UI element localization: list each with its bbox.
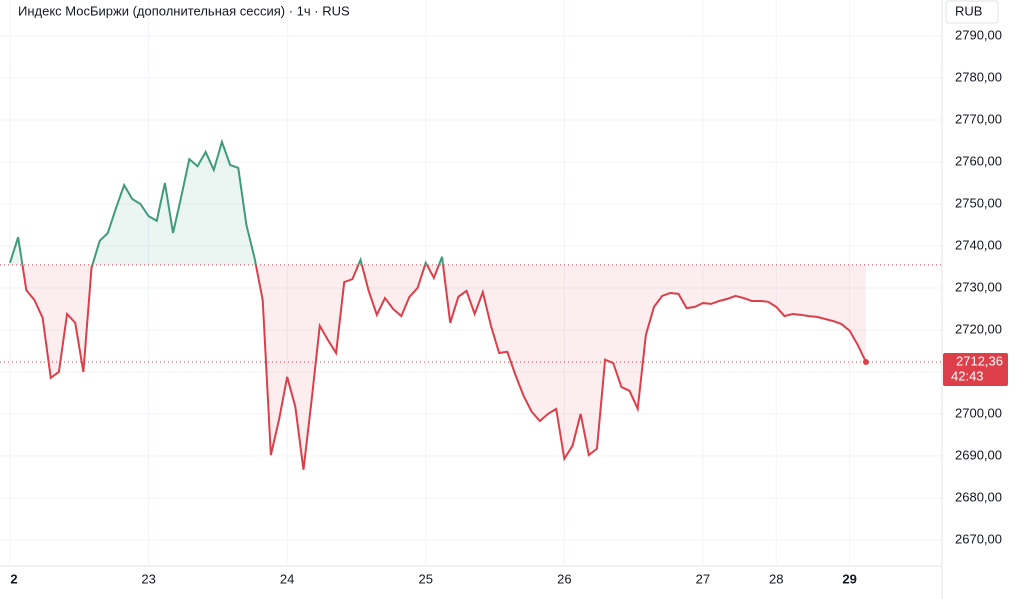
y-tick-label: 2740,00: [955, 237, 1002, 252]
area-down: [10, 264, 866, 470]
line-down: [21, 264, 867, 470]
x-tick-label: 2: [10, 571, 17, 586]
y-tick-label: 2670,00: [955, 531, 1002, 546]
chart-title: Индекс МосБиржи (дополнительная сессия) …: [18, 3, 350, 18]
line-up: [9, 138, 445, 265]
y-tick-label: 2770,00: [955, 111, 1002, 126]
y-tick-label: 2780,00: [955, 70, 1002, 85]
x-tick-label: 23: [141, 571, 155, 586]
last-price-label: 2712,36: [956, 353, 1003, 368]
area-up: [10, 141, 444, 265]
currency[interactable]: RUB: [955, 3, 982, 18]
y-tick-label: 2790,00: [955, 28, 1002, 43]
countdown: 42:43: [951, 368, 984, 383]
x-tick-label: 25: [419, 571, 433, 586]
y-tick-label: 2720,00: [955, 321, 1002, 336]
currency-box[interactable]: [945, 0, 999, 24]
x-tick-label: 27: [696, 571, 710, 586]
y-tick-label: 2730,00: [955, 279, 1002, 294]
x-tick-label: 24: [280, 571, 294, 586]
y-tick-label: 2690,00: [955, 447, 1002, 462]
x-tick-label: 29: [842, 571, 856, 586]
last-price-box: [943, 353, 1008, 387]
y-tick-label: 2680,00: [955, 489, 1002, 504]
last-point: [862, 359, 869, 366]
y-tick-label: 2760,00: [955, 153, 1002, 168]
x-tick-label: 28: [769, 571, 783, 586]
y-tick-label: 2700,00: [955, 405, 1002, 420]
y-tick-label: 2750,00: [955, 195, 1002, 210]
x-tick-label: 26: [557, 571, 571, 586]
